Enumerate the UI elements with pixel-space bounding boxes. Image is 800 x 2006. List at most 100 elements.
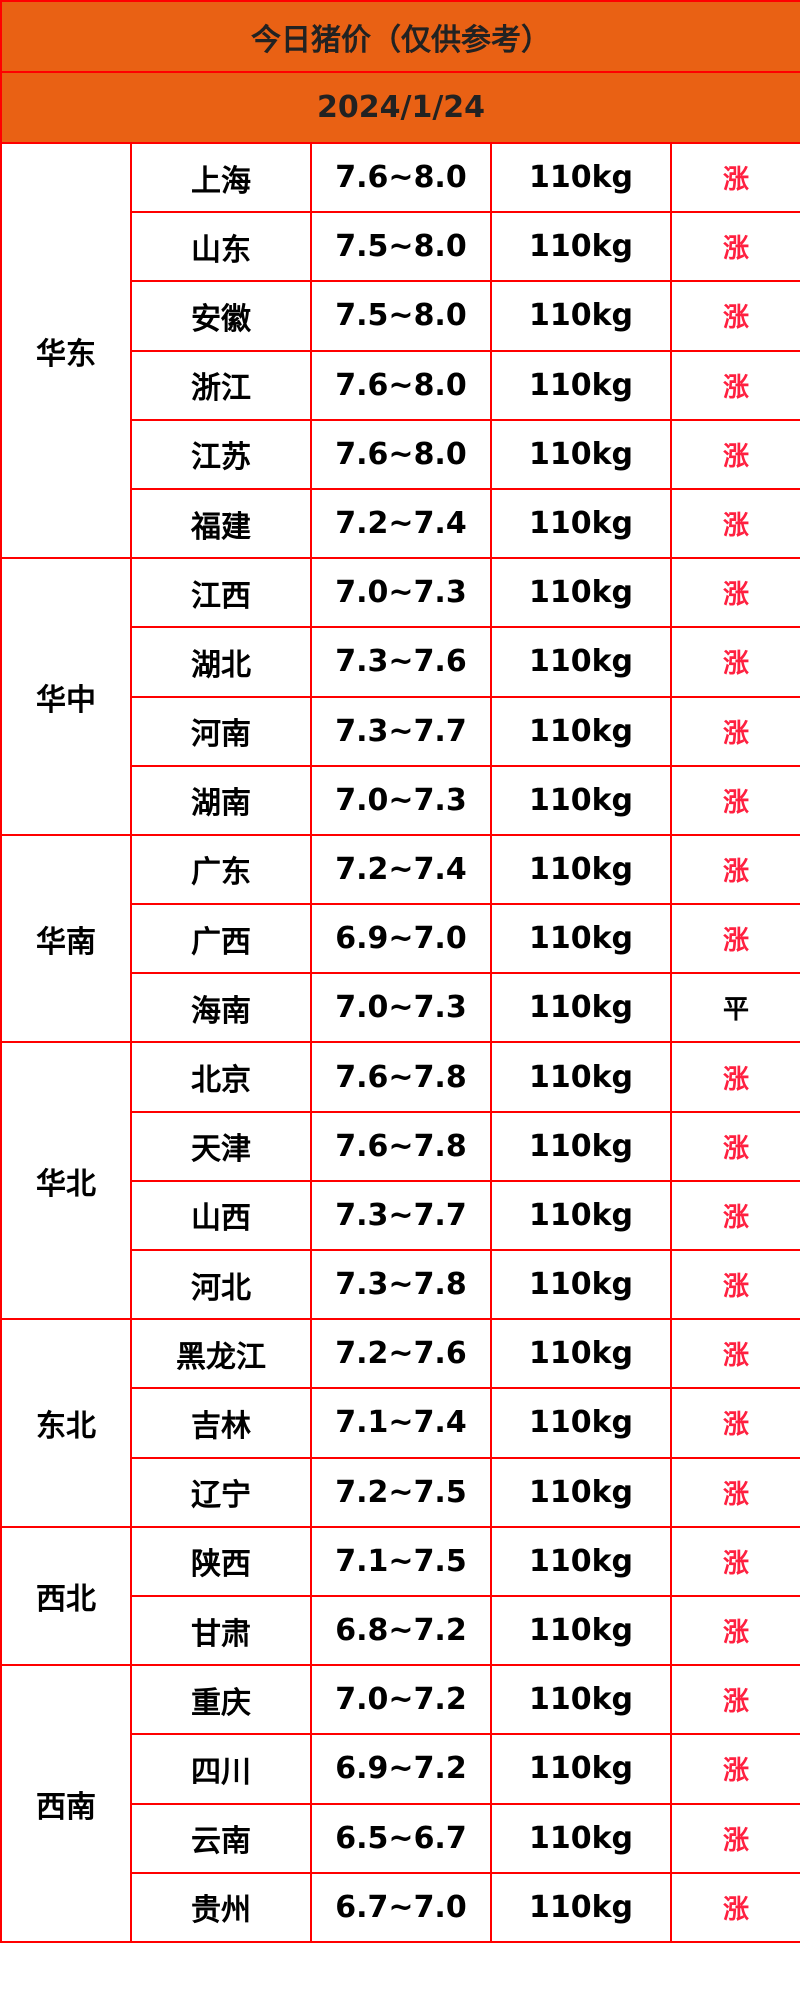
price-cell: 7.0~7.2 [310, 1664, 492, 1736]
weight-cell: 110kg [490, 1041, 672, 1113]
change-cell: 涨 [669, 1179, 800, 1252]
province-cell: 贵州 [130, 1871, 312, 1943]
table-row: 辽宁 7.2~7.5 110kg 涨 [1, 1456, 800, 1528]
change-cell: 涨 [669, 1110, 800, 1182]
region-cell: 华南 [0, 833, 132, 1044]
weight-cell: 110kg [490, 487, 672, 560]
province-cell: 黑龙江 [130, 1318, 312, 1390]
weight-cell: 110kg [490, 1318, 672, 1390]
price-cell: 7.6~8.0 [310, 141, 492, 214]
price-cell: 7.3~7.7 [310, 1179, 492, 1252]
price-cell: 7.1~7.5 [310, 1525, 492, 1597]
change-cell: 涨 [669, 1041, 800, 1113]
region-cell: 东北 [0, 1318, 132, 1528]
table-row: 华北 北京 7.6~7.8 110kg 涨 [0, 1041, 800, 1321]
weight-cell: 110kg [490, 418, 672, 490]
table-row: 贵州 6.7~7.0 110kg 涨 [1, 1871, 800, 1943]
table-row: 四川 6.9~7.2 110kg 涨 [1, 1733, 800, 1805]
table-row: 海南 7.0~7.3 110kg 平 [1, 972, 800, 1044]
change-cell: 涨 [669, 1594, 800, 1667]
weight-cell: 110kg [490, 626, 672, 698]
change-cell: 涨 [669, 695, 800, 767]
price-cell: 7.5~8.0 [310, 211, 492, 283]
price-cell: 7.6~7.8 [310, 1041, 492, 1113]
region-cell: 华中 [0, 557, 132, 836]
pig-price-table: 今日猪价（仅供参考） 2024/1/24 华东 上海 7.6~8.0 110kg 涨山东… [0, 0, 800, 1943]
weight-cell: 110kg [490, 1248, 672, 1321]
province-cell: 湖南 [130, 764, 312, 836]
province-cell: 湖北 [130, 626, 312, 698]
price-cell: 7.6~8.0 [310, 418, 492, 490]
province-cell: 山西 [130, 1179, 312, 1252]
province-cell: 河南 [130, 695, 312, 767]
region-cell: 西北 [0, 1525, 132, 1667]
price-cell: 7.0~7.3 [310, 972, 492, 1044]
province-cell: 广西 [130, 903, 312, 975]
province-cell: 浙江 [130, 349, 312, 421]
province-cell: 天津 [130, 1110, 312, 1182]
price-cell: 7.3~7.6 [310, 626, 492, 698]
price-cell: 7.3~7.8 [310, 1248, 492, 1321]
weight-cell: 110kg [490, 695, 672, 767]
change-cell: 涨 [669, 141, 800, 214]
weight-cell: 110kg [490, 1594, 672, 1667]
price-cell: 6.9~7.0 [310, 903, 492, 975]
province-cell: 海南 [130, 972, 312, 1044]
table-row: 天津 7.6~7.8 110kg 涨 [1, 1110, 800, 1182]
change-cell: 涨 [669, 1871, 800, 1943]
table-row: 华南 广东 7.2~7.4 110kg 涨 [0, 833, 800, 1044]
weight-cell: 110kg [490, 1387, 672, 1459]
table-title: 今日猪价（仅供参考） [0, 0, 800, 73]
province-cell: 福建 [130, 487, 312, 560]
province-cell: 安徽 [130, 280, 312, 352]
weight-cell: 110kg [490, 1179, 672, 1252]
weight-cell: 110kg [490, 764, 672, 836]
change-cell: 涨 [669, 764, 800, 836]
change-cell: 涨 [669, 833, 800, 906]
table-row: 吉林 7.1~7.4 110kg 涨 [1, 1387, 800, 1459]
weight-cell: 110kg [490, 833, 672, 906]
province-cell: 陕西 [130, 1525, 312, 1597]
table-row: 浙江 7.6~8.0 110kg 涨 [1, 349, 800, 421]
change-cell: 涨 [669, 1456, 800, 1528]
change-cell: 涨 [669, 557, 800, 629]
weight-cell: 110kg [490, 1871, 672, 1943]
price-cell: 6.8~7.2 [310, 1594, 492, 1667]
province-cell: 云南 [130, 1802, 312, 1874]
change-cell: 涨 [669, 1387, 800, 1459]
table-row: 湖北 7.3~7.6 110kg 涨 [1, 626, 800, 698]
province-cell: 上海 [130, 141, 312, 214]
change-cell: 涨 [669, 1248, 800, 1321]
province-cell: 重庆 [130, 1664, 312, 1736]
weight-cell: 110kg [490, 1733, 672, 1805]
price-cell: 7.2~7.6 [310, 1318, 492, 1390]
weight-cell: 110kg [490, 280, 672, 352]
weight-cell: 110kg [490, 1664, 672, 1736]
price-cell: 7.1~7.4 [310, 1387, 492, 1459]
price-cell: 7.3~7.7 [310, 695, 492, 767]
price-cell: 6.9~7.2 [310, 1733, 492, 1805]
change-cell: 平 [669, 972, 800, 1044]
province-cell: 江西 [130, 557, 312, 629]
weight-cell: 110kg [490, 557, 672, 629]
weight-cell: 110kg [490, 211, 672, 283]
region-cell: 西南 [0, 1664, 132, 1943]
table-row: 东北 黑龙江 7.2~7.6 110kg 涨 [0, 1318, 800, 1528]
price-cell: 6.7~7.0 [310, 1871, 492, 1943]
price-cell: 7.0~7.3 [310, 557, 492, 629]
table-row: 安徽 7.5~8.0 110kg 涨 [1, 280, 800, 352]
table-row: 甘肃 6.8~7.2 110kg 涨 [1, 1594, 800, 1667]
change-cell: 涨 [669, 487, 800, 560]
weight-cell: 110kg [490, 1110, 672, 1182]
price-cell: 7.5~8.0 [310, 280, 492, 352]
weight-cell: 110kg [490, 141, 672, 214]
weight-cell: 110kg [490, 903, 672, 975]
price-cell: 7.6~7.8 [310, 1110, 492, 1182]
price-cell: 7.0~7.3 [310, 764, 492, 836]
table-date: 2024/1/24 [0, 71, 800, 144]
table-row: 西南 重庆 7.0~7.2 110kg 涨 [0, 1664, 800, 1943]
province-cell: 北京 [130, 1041, 312, 1113]
table-row: 云南 6.5~6.7 110kg 涨 [1, 1802, 800, 1874]
change-cell: 涨 [669, 418, 800, 490]
province-cell: 甘肃 [130, 1594, 312, 1667]
